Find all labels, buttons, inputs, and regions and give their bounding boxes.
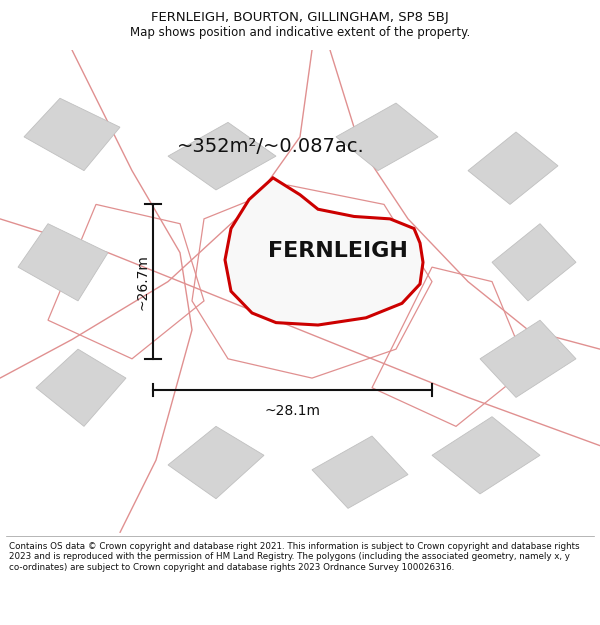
Text: ~26.7m: ~26.7m bbox=[135, 254, 149, 309]
Polygon shape bbox=[480, 320, 576, 398]
Polygon shape bbox=[18, 224, 108, 301]
Text: FERNLEIGH: FERNLEIGH bbox=[268, 241, 407, 261]
Text: Contains OS data © Crown copyright and database right 2021. This information is : Contains OS data © Crown copyright and d… bbox=[9, 542, 580, 571]
Text: FERNLEIGH, BOURTON, GILLINGHAM, SP8 5BJ: FERNLEIGH, BOURTON, GILLINGHAM, SP8 5BJ bbox=[151, 11, 449, 24]
Text: Map shows position and indicative extent of the property.: Map shows position and indicative extent… bbox=[130, 26, 470, 39]
Polygon shape bbox=[225, 178, 423, 325]
Polygon shape bbox=[312, 436, 408, 508]
Polygon shape bbox=[336, 103, 438, 171]
Polygon shape bbox=[168, 426, 264, 499]
Polygon shape bbox=[36, 349, 126, 426]
Polygon shape bbox=[492, 224, 576, 301]
Polygon shape bbox=[432, 417, 540, 494]
Text: ~352m²/~0.087ac.: ~352m²/~0.087ac. bbox=[177, 137, 365, 156]
Polygon shape bbox=[168, 122, 276, 190]
Text: ~28.1m: ~28.1m bbox=[265, 404, 320, 418]
Polygon shape bbox=[468, 132, 558, 204]
Polygon shape bbox=[24, 98, 120, 171]
